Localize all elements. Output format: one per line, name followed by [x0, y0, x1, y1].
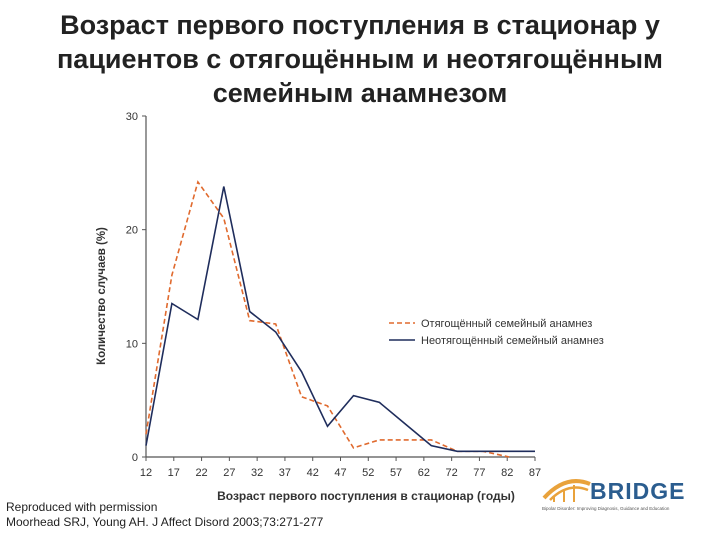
citation-permission: Reproduced with permission — [6, 500, 158, 514]
series-line-familial — [145, 180, 510, 458]
legend-label-non-familial: Неотягощённый семейный анамнез — [421, 335, 604, 347]
y-tick-label: 20 — [126, 225, 138, 237]
y-axis-label: Количество случаев (%) — [96, 227, 108, 365]
x-tick-label: 77 — [473, 467, 485, 479]
citation-reference: Moorhead SRJ, Young AH. J Affect Disord … — [6, 515, 324, 529]
series-lines — [145, 180, 535, 458]
x-axis-label: Возраст первого поступления в стационар … — [217, 489, 515, 503]
x-tick-label: 87 — [529, 467, 541, 479]
citation: Reproduced with permission Moorhead SRJ,… — [6, 500, 323, 530]
x-tick-label: 32 — [251, 467, 263, 479]
y-tick-labels: 0 10 20 30 — [126, 111, 138, 464]
x-tick-label: 72 — [446, 467, 458, 479]
y-tick-label: 30 — [126, 111, 138, 123]
logo-tagline: Bipolar Disorder: Improving Diagnosis, G… — [542, 506, 670, 511]
x-tick-label: 37 — [279, 467, 291, 479]
page-title: Возраст первого поступления в стационар … — [20, 8, 700, 110]
x-tick-label: 12 — [140, 467, 152, 479]
x-tick-label: 27 — [223, 467, 235, 479]
y-tick-label: 10 — [126, 338, 138, 350]
bridge-logo: BRIDGE Bipolar Disorder: Improving Diagn… — [540, 472, 716, 524]
x-tick-label: 42 — [307, 467, 319, 479]
x-tick-label: 57 — [390, 467, 402, 479]
legend-label-familial: Отягощённый семейный анамнез — [421, 318, 592, 330]
bridge-arch-icon — [542, 479, 591, 502]
title-line-2: пациентов с отягощённым и неотягощённым — [57, 44, 663, 74]
chart-legend: Отягощённый семейный анамнез Неотягощённ… — [389, 318, 604, 347]
x-tick-label: 47 — [334, 467, 346, 479]
title-line-1: Возраст первого поступления в стационар … — [60, 10, 660, 40]
x-tick-label: 52 — [362, 467, 374, 479]
x-tick-label: 22 — [195, 467, 207, 479]
series-line-non-familial — [145, 186, 535, 453]
x-tick-label: 82 — [501, 467, 513, 479]
title-line-3: семейным анамнезом — [212, 78, 508, 108]
chart-axes — [142, 115, 536, 461]
logo-wordmark: BRIDGE — [590, 478, 686, 504]
x-tick-label: 17 — [168, 467, 180, 479]
x-tick-labels: 12 17 22 27 32 37 42 47 52 57 62 72 77 82 87 — [140, 467, 541, 479]
y-tick-label: 0 — [132, 452, 138, 464]
x-tick-label: 62 — [418, 467, 430, 479]
